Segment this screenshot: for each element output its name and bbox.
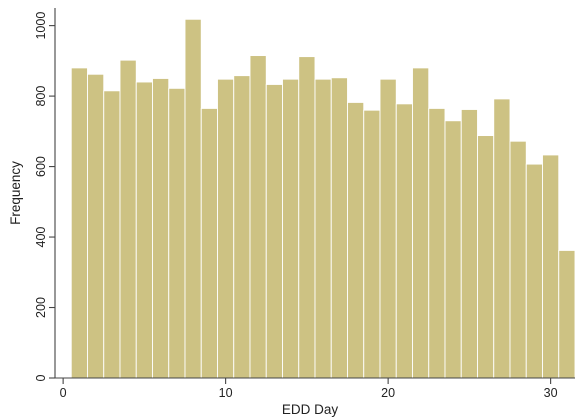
bar: [282, 78, 300, 379]
bar: [444, 120, 462, 379]
bar: [265, 84, 283, 379]
y-axis-title: Frequency: [8, 161, 23, 225]
bar: [509, 140, 527, 379]
x-tick-label: 20: [381, 386, 395, 400]
bar: [542, 154, 560, 379]
bar: [298, 56, 316, 379]
x-tick-label: 30: [544, 386, 558, 400]
bar: [135, 81, 153, 379]
bar: [217, 78, 235, 379]
y-tick-label: 200: [34, 297, 48, 318]
y-tick-label: 0: [34, 374, 48, 381]
y-axis-ticks: 0 200 400 600 800 1000: [34, 12, 55, 381]
bar: [200, 107, 218, 379]
bar: [525, 163, 543, 379]
bar: [363, 109, 381, 379]
bar: [347, 101, 365, 379]
bar: [330, 77, 348, 379]
bar: [558, 249, 575, 379]
y-tick-label: 800: [34, 86, 48, 107]
y-tick-label: 400: [34, 227, 48, 248]
x-axis-ticks: 0 10 20 30: [60, 378, 558, 400]
bar: [314, 78, 332, 379]
bar: [428, 107, 446, 379]
x-tick-label: 10: [219, 386, 233, 400]
bars-group: [70, 18, 575, 379]
x-tick-label: 0: [60, 386, 67, 400]
y-tick-label: 600: [34, 156, 48, 177]
bar: [184, 18, 202, 379]
y-tick-label: 1000: [34, 12, 48, 40]
bar: [103, 90, 121, 379]
bar: [412, 67, 430, 379]
bar: [87, 73, 105, 379]
bar: [379, 78, 397, 379]
bar: [249, 55, 267, 379]
bar: [395, 103, 413, 379]
bar: [460, 109, 478, 379]
bar: [70, 67, 88, 379]
bar: [119, 59, 137, 379]
bar: [168, 87, 186, 379]
bar: [233, 75, 251, 379]
x-axis-title: EDD Day: [282, 402, 339, 417]
bar: [477, 135, 495, 379]
bar: [493, 98, 511, 379]
bar: [152, 78, 170, 379]
